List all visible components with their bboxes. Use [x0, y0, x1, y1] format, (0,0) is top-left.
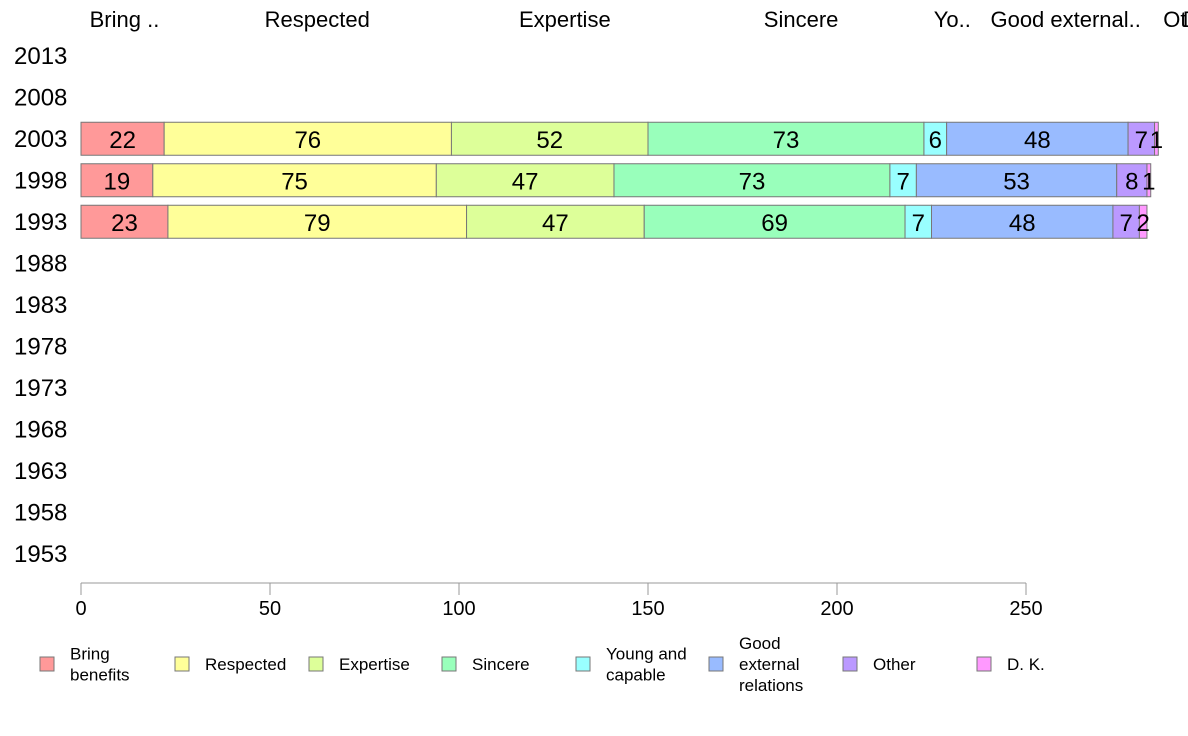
x-tick-label-100: 100 — [442, 598, 475, 620]
y-tick-label-1968: 1968 — [14, 416, 67, 443]
bar-2003-d-k- — [1154, 121, 1159, 156]
bar-1998-bring-benefits — [80, 163, 154, 198]
bar-1993-d-k- — [1138, 204, 1148, 239]
legend-swatch-respected — [174, 656, 190, 672]
bar-1993-other — [1112, 204, 1140, 239]
data-label-1993-other: 7 — [1119, 210, 1132, 237]
legend-label-sincere: Sincere — [472, 655, 530, 674]
data-label-2003-expertise: 52 — [536, 127, 563, 154]
bar-2003-good-external-relations — [946, 121, 1129, 156]
bar-1998-young-and-capable — [889, 163, 917, 198]
bar-1993-bring-benefits — [80, 204, 169, 239]
series-header-good-external-relations: Good external.. — [990, 7, 1140, 32]
series-header-bring-benefits: Bring .. — [90, 7, 160, 32]
legend-swatch-young-and-capable — [575, 656, 591, 672]
y-tick-label-1978: 1978 — [14, 333, 67, 360]
y-tick-label-1998: 1998 — [14, 167, 67, 194]
legend-swatch-sincere — [441, 656, 457, 672]
bar-1998-d-k- — [1146, 163, 1152, 198]
y-tick-label-1958: 1958 — [14, 499, 67, 526]
data-label-1998-other: 8 — [1125, 168, 1138, 195]
data-label-2003-d-k-: 1 — [1150, 127, 1163, 154]
bar-1993-respected — [167, 204, 468, 239]
data-label-1998-sincere: 73 — [739, 168, 766, 195]
y-tick-label-1973: 1973 — [14, 375, 67, 402]
y-tick-label-1953: 1953 — [14, 541, 67, 568]
bar-1993-expertise — [466, 204, 645, 239]
y-axis-labels: 2013 2008 2003 1998 1993 1988 1983 1978 1973 1968… — [14, 43, 67, 568]
legend-label-expertise: Expertise — [339, 655, 410, 674]
data-label-1993-d-k-: 2 — [1137, 210, 1150, 237]
data-label-1993-sincere: 69 — [761, 210, 788, 237]
x-axis: 0 50 100 150 200 250 — [75, 582, 1043, 620]
data-label-1998-good-external-relations: 53 — [1003, 168, 1030, 195]
x-tick-label-150: 150 — [631, 598, 664, 620]
data-label-1998-young-and-capable: 7 — [896, 168, 909, 195]
data-label-1993-respected: 79 — [304, 210, 331, 237]
bar-1998-sincere — [613, 163, 891, 198]
series-header-sincere: Sincere — [764, 7, 839, 32]
legend-label-respected: Respected — [205, 655, 286, 674]
bar-2003-other — [1127, 121, 1156, 156]
legend-label-good-external-relations: Good external relations — [739, 634, 803, 695]
data-label-2003-young-and-capable: 6 — [929, 127, 942, 154]
data-label-1998-respected: 75 — [281, 168, 308, 195]
x-tick-label-200: 200 — [820, 598, 853, 620]
bar-1993-good-external-relations — [931, 204, 1114, 239]
series-headers: Bring .. Respected Expertise Sincere Yo.. Goo… — [90, 7, 1188, 32]
bar-1993-young-and-capable — [904, 204, 932, 239]
series-header-respected: Respected — [265, 7, 370, 32]
y-tick-label-2003: 2003 — [14, 126, 67, 153]
data-label-1998-expertise: 47 — [512, 168, 539, 195]
y-tick-label-2008: 2008 — [14, 84, 67, 111]
data-label-2003-sincere: 73 — [773, 127, 800, 154]
series-header-young-and-capable: Yo.. — [934, 7, 971, 32]
x-tick-label-0: 0 — [75, 598, 86, 620]
bar-2003-respected — [163, 121, 452, 156]
legend-swatch-bring-benefits — [39, 656, 55, 672]
bar-1998-respected — [152, 163, 437, 198]
legend-swatch-other — [842, 656, 858, 672]
bar-2003-expertise — [450, 121, 649, 156]
y-tick-label-1963: 1963 — [14, 458, 67, 485]
data-label-2003-respected: 76 — [294, 127, 321, 154]
x-tick-label-250: 250 — [1009, 598, 1042, 620]
data-label-1998-d-k-: 1 — [1142, 168, 1155, 195]
legend-swatch-good-external-relations — [708, 656, 724, 672]
series-header-d-k-: D... — [1183, 7, 1188, 32]
data-label-2003-other: 7 — [1135, 127, 1148, 154]
bar-1998-good-external-relations — [915, 163, 1118, 198]
data-label-2003-good-external-relations: 48 — [1024, 127, 1051, 154]
y-tick-label-1993: 1993 — [14, 209, 67, 236]
series-header-other: Ot.. — [1163, 7, 1188, 32]
bar-1993-sincere — [643, 204, 906, 239]
data-label-1993-young-and-capable: 7 — [912, 210, 925, 237]
legend: Bring benefits Respected Expertise Sincere Yo… — [39, 634, 1045, 695]
y-tick-label-2013: 2013 — [14, 43, 67, 70]
data-label-1998-bring-benefits: 19 — [104, 168, 131, 195]
x-tick-label-50: 50 — [259, 598, 281, 620]
legend-swatch-expertise — [308, 656, 324, 672]
y-tick-label-1988: 1988 — [14, 250, 67, 277]
bar-2003-bring-benefits — [80, 121, 165, 156]
data-label-2003-bring-benefits: 22 — [109, 127, 136, 154]
data-label-1993-expertise: 47 — [542, 210, 569, 237]
legend-swatch-d-k- — [976, 656, 992, 672]
data-label-1993-bring-benefits: 23 — [111, 210, 138, 237]
y-tick-label-1983: 1983 — [14, 292, 67, 319]
legend-label-d-k-: D. K. — [1007, 655, 1045, 674]
series-header-expertise: Expertise — [519, 7, 611, 32]
legend-label-young-and-capable: Young and capable — [606, 645, 687, 685]
data-label-1993-good-external-relations: 48 — [1009, 210, 1036, 237]
bar-2003-sincere — [647, 121, 925, 156]
legend-label-bring-benefits: Bring benefits — [70, 645, 130, 685]
legend-label-other: Other — [873, 655, 916, 674]
bar-segments: 22 76 52 73 6 48 7 119 75 47 73 7 53 8 123 79 47 69 7 48 7 2 — [80, 121, 1163, 239]
